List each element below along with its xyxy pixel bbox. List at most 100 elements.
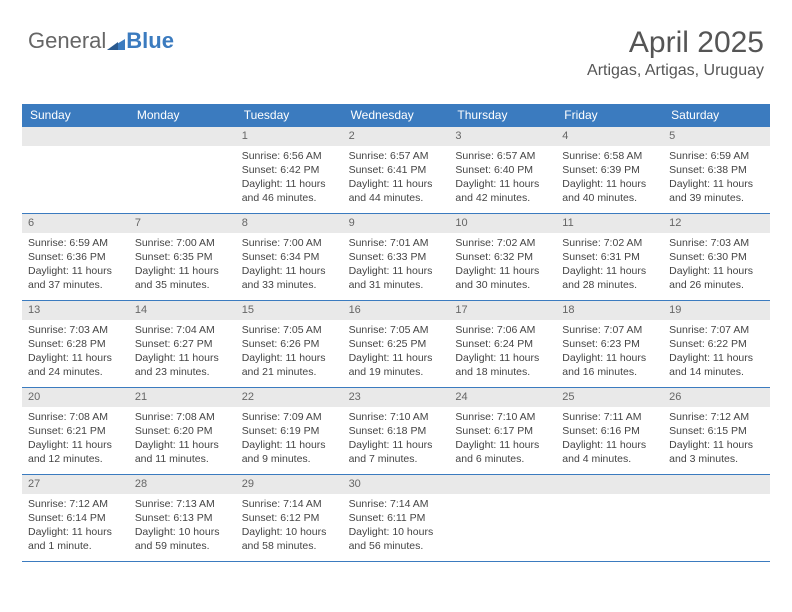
day-line: Sunset: 6:25 PM (349, 337, 444, 351)
day-number: 13 (22, 301, 129, 320)
calendar-cell: 28Sunrise: 7:13 AMSunset: 6:13 PMDayligh… (129, 475, 236, 561)
day-line: Sunrise: 7:01 AM (349, 236, 444, 250)
day-body: Sunrise: 6:58 AMSunset: 6:39 PMDaylight:… (556, 146, 663, 210)
calendar-cell: 24Sunrise: 7:10 AMSunset: 6:17 PMDayligh… (449, 388, 556, 474)
day-line: Sunset: 6:14 PM (28, 511, 123, 525)
calendar-cell: 14Sunrise: 7:04 AMSunset: 6:27 PMDayligh… (129, 301, 236, 387)
day-line: Sunrise: 7:10 AM (349, 410, 444, 424)
day-number: 7 (129, 214, 236, 233)
day-line: Sunset: 6:28 PM (28, 337, 123, 351)
day-line: Daylight: 11 hours (242, 264, 337, 278)
day-line: Daylight: 11 hours (455, 351, 550, 365)
calendar-cell: 30Sunrise: 7:14 AMSunset: 6:11 PMDayligh… (343, 475, 450, 561)
calendar-grid: 1Sunrise: 6:56 AMSunset: 6:42 PMDaylight… (22, 127, 770, 562)
day-line: and 44 minutes. (349, 191, 444, 205)
day-line: Sunset: 6:17 PM (455, 424, 550, 438)
calendar-cell (449, 475, 556, 561)
day-line: Sunrise: 6:59 AM (669, 149, 764, 163)
calendar-cell: 3Sunrise: 6:57 AMSunset: 6:40 PMDaylight… (449, 127, 556, 213)
calendar-cell: 5Sunrise: 6:59 AMSunset: 6:38 PMDaylight… (663, 127, 770, 213)
calendar-cell: 6Sunrise: 6:59 AMSunset: 6:36 PMDaylight… (22, 214, 129, 300)
calendar-cell: 18Sunrise: 7:07 AMSunset: 6:23 PMDayligh… (556, 301, 663, 387)
day-line: Sunrise: 7:11 AM (562, 410, 657, 424)
day-line: Sunset: 6:35 PM (135, 250, 230, 264)
day-line: Daylight: 11 hours (242, 177, 337, 191)
day-line: Sunrise: 6:59 AM (28, 236, 123, 250)
day-line: Daylight: 11 hours (669, 438, 764, 452)
day-line: Sunset: 6:21 PM (28, 424, 123, 438)
header: April 2025 Artigas, Artigas, Uruguay (587, 26, 764, 80)
day-line: and 19 minutes. (349, 365, 444, 379)
day-line: Sunrise: 7:10 AM (455, 410, 550, 424)
day-body: Sunrise: 7:06 AMSunset: 6:24 PMDaylight:… (449, 320, 556, 384)
day-line: and 7 minutes. (349, 452, 444, 466)
day-body: Sunrise: 7:11 AMSunset: 6:16 PMDaylight:… (556, 407, 663, 471)
day-line: Sunset: 6:22 PM (669, 337, 764, 351)
day-body: Sunrise: 7:00 AMSunset: 6:34 PMDaylight:… (236, 233, 343, 297)
day-line: Daylight: 11 hours (669, 264, 764, 278)
day-line: and 24 minutes. (28, 365, 123, 379)
day-line: and 59 minutes. (135, 539, 230, 553)
day-line: Sunrise: 7:05 AM (349, 323, 444, 337)
day-line: and 37 minutes. (28, 278, 123, 292)
day-number: 20 (22, 388, 129, 407)
day-line: Sunset: 6:41 PM (349, 163, 444, 177)
weekday-label: Thursday (449, 104, 556, 127)
day-line: Sunrise: 7:13 AM (135, 497, 230, 511)
day-line: Sunset: 6:12 PM (242, 511, 337, 525)
calendar-cell: 26Sunrise: 7:12 AMSunset: 6:15 PMDayligh… (663, 388, 770, 474)
calendar-week: 13Sunrise: 7:03 AMSunset: 6:28 PMDayligh… (22, 301, 770, 388)
location: Artigas, Artigas, Uruguay (587, 62, 764, 80)
calendar-cell (129, 127, 236, 213)
day-line: and 42 minutes. (455, 191, 550, 205)
day-line: Sunset: 6:18 PM (349, 424, 444, 438)
day-line: Sunrise: 7:00 AM (242, 236, 337, 250)
day-line: Sunset: 6:32 PM (455, 250, 550, 264)
logo: GeneralBlue (28, 28, 174, 54)
logo-text-2: Blue (126, 28, 174, 53)
day-number (129, 127, 236, 146)
day-number: 18 (556, 301, 663, 320)
day-line: Daylight: 10 hours (349, 525, 444, 539)
day-line: and 46 minutes. (242, 191, 337, 205)
day-number (22, 127, 129, 146)
day-number: 19 (663, 301, 770, 320)
day-line: Sunrise: 7:06 AM (455, 323, 550, 337)
weekday-header: SundayMondayTuesdayWednesdayThursdayFrid… (22, 104, 770, 127)
calendar-cell: 8Sunrise: 7:00 AMSunset: 6:34 PMDaylight… (236, 214, 343, 300)
day-body: Sunrise: 7:07 AMSunset: 6:23 PMDaylight:… (556, 320, 663, 384)
day-line: Sunset: 6:20 PM (135, 424, 230, 438)
day-body: Sunrise: 7:12 AMSunset: 6:15 PMDaylight:… (663, 407, 770, 471)
day-line: and 11 minutes. (135, 452, 230, 466)
day-line: and 6 minutes. (455, 452, 550, 466)
calendar-week: 1Sunrise: 6:56 AMSunset: 6:42 PMDaylight… (22, 127, 770, 214)
day-body: Sunrise: 7:08 AMSunset: 6:21 PMDaylight:… (22, 407, 129, 471)
day-line: and 35 minutes. (135, 278, 230, 292)
day-body: Sunrise: 7:05 AMSunset: 6:25 PMDaylight:… (343, 320, 450, 384)
day-number: 26 (663, 388, 770, 407)
day-line: and 33 minutes. (242, 278, 337, 292)
day-number: 5 (663, 127, 770, 146)
day-number: 11 (556, 214, 663, 233)
calendar-cell: 13Sunrise: 7:03 AMSunset: 6:28 PMDayligh… (22, 301, 129, 387)
day-line: Daylight: 11 hours (28, 264, 123, 278)
calendar-cell: 29Sunrise: 7:14 AMSunset: 6:12 PMDayligh… (236, 475, 343, 561)
day-number: 27 (22, 475, 129, 494)
calendar-week: 20Sunrise: 7:08 AMSunset: 6:21 PMDayligh… (22, 388, 770, 475)
day-line: Daylight: 11 hours (135, 351, 230, 365)
day-line: Sunset: 6:23 PM (562, 337, 657, 351)
day-line: Daylight: 11 hours (242, 351, 337, 365)
day-body: Sunrise: 7:01 AMSunset: 6:33 PMDaylight:… (343, 233, 450, 297)
day-line: Sunrise: 7:07 AM (562, 323, 657, 337)
day-line: Sunset: 6:31 PM (562, 250, 657, 264)
day-line: Sunset: 6:19 PM (242, 424, 337, 438)
day-line: and 23 minutes. (135, 365, 230, 379)
day-line: Daylight: 11 hours (349, 438, 444, 452)
day-line: and 56 minutes. (349, 539, 444, 553)
day-body: Sunrise: 7:08 AMSunset: 6:20 PMDaylight:… (129, 407, 236, 471)
calendar-cell: 27Sunrise: 7:12 AMSunset: 6:14 PMDayligh… (22, 475, 129, 561)
day-body: Sunrise: 7:14 AMSunset: 6:11 PMDaylight:… (343, 494, 450, 558)
day-number: 10 (449, 214, 556, 233)
day-body: Sunrise: 7:10 AMSunset: 6:17 PMDaylight:… (449, 407, 556, 471)
calendar-cell: 17Sunrise: 7:06 AMSunset: 6:24 PMDayligh… (449, 301, 556, 387)
